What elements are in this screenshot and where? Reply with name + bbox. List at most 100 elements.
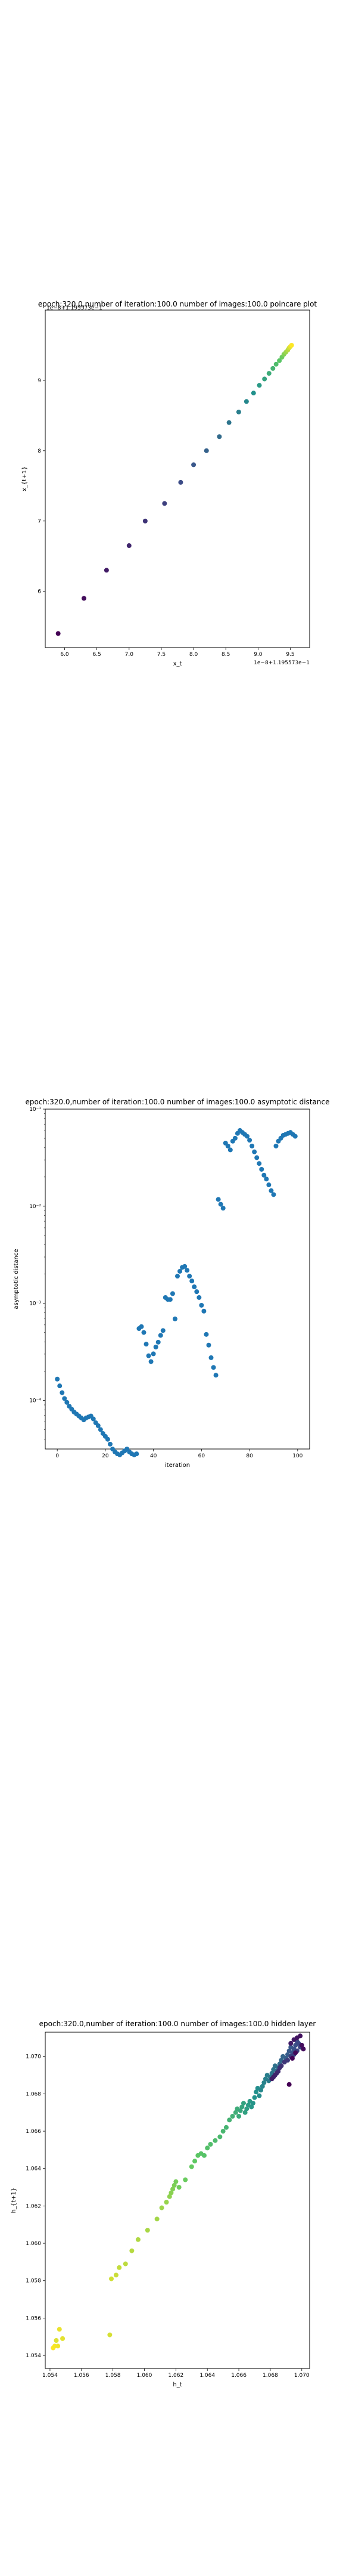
x-tick-label: 80 <box>246 1453 253 1459</box>
x-tick-label: 1.060 <box>137 2373 152 2379</box>
data-point <box>232 1135 238 1141</box>
data-point <box>277 2065 282 2070</box>
data-point <box>182 1264 188 1269</box>
data-point <box>148 1359 154 1364</box>
data-point <box>81 596 86 601</box>
data-point <box>178 479 183 485</box>
plot-frame <box>45 2032 310 2369</box>
data-point <box>250 2101 255 2106</box>
data-point <box>271 1192 276 1197</box>
x-tick-label: 1.068 <box>263 2373 278 2379</box>
data-point <box>260 2083 265 2089</box>
x-tick-label: 7.5 <box>157 652 166 658</box>
data-point <box>257 383 262 388</box>
data-point <box>227 2117 232 2123</box>
data-point <box>261 2080 267 2085</box>
x-tick-label: 1.062 <box>168 2373 183 2379</box>
data-point <box>55 1376 60 1382</box>
data-point <box>233 2110 238 2115</box>
data-point <box>216 1197 221 1202</box>
data-point <box>146 1353 151 1358</box>
data-point <box>251 391 256 396</box>
data-point <box>247 1138 252 1143</box>
data-point <box>95 1423 101 1428</box>
data-point <box>185 1268 190 1273</box>
x-tick-label: 8.0 <box>189 652 198 658</box>
data-point <box>282 2060 287 2065</box>
data-point <box>238 2108 243 2113</box>
data-point <box>170 1291 175 1296</box>
chart-title: epoch:320.0,number of iteration:100.0 nu… <box>38 300 317 308</box>
data-point <box>177 1268 183 1274</box>
y-tick-label: 10⁻² <box>29 1204 41 1210</box>
data-point <box>292 1134 298 1139</box>
data-point <box>301 2046 306 2052</box>
data-point <box>173 2179 179 2184</box>
data-point <box>270 366 276 371</box>
data-point <box>257 2093 262 2098</box>
data-point <box>105 1436 110 1442</box>
x-tick-label: 1.070 <box>294 2373 310 2379</box>
data-point <box>54 2338 59 2343</box>
data-point <box>244 2106 250 2111</box>
x-tick-label: 1.056 <box>74 2373 89 2379</box>
y-tick-label: 9 <box>38 378 41 384</box>
data-point <box>261 1172 267 1178</box>
data-point <box>218 1202 223 1207</box>
data-point <box>139 1324 144 1329</box>
plot-frame <box>45 309 310 648</box>
data-point <box>230 2114 235 2119</box>
data-point <box>220 1206 226 1211</box>
x-tick-label: 7.0 <box>125 652 134 658</box>
data-point <box>107 2332 113 2337</box>
data-point <box>204 1332 209 1337</box>
data-point <box>220 2129 226 2134</box>
y-tick-label: 1.064 <box>26 2166 41 2172</box>
data-point <box>277 358 282 363</box>
data-point <box>192 1284 197 1290</box>
data-point <box>109 2276 114 2281</box>
y-tick-label: 6 <box>38 589 41 595</box>
data-point <box>269 1188 274 1193</box>
data-point <box>62 1396 67 1401</box>
x-tick-label: 60 <box>198 1453 205 1459</box>
y-tick-label: 1.058 <box>26 2278 41 2284</box>
y-axis-label: x_{t+1} <box>21 466 28 491</box>
x-offset-text: 1e−8+1.195573e−1 <box>254 660 310 666</box>
data-point <box>201 1308 207 1314</box>
x-axis-label: iteration <box>165 1462 190 1469</box>
data-point <box>145 2228 150 2233</box>
data-point <box>293 2050 298 2055</box>
data-point <box>226 420 232 425</box>
data-point <box>254 1155 260 1160</box>
data-point <box>151 1351 156 1357</box>
data-point <box>189 1278 195 1284</box>
data-point <box>57 2327 62 2332</box>
data-point <box>204 448 209 453</box>
x-tick-label: 40 <box>150 1453 157 1459</box>
data-point <box>55 631 61 636</box>
data-point <box>91 1416 96 1422</box>
data-point <box>164 2200 169 2205</box>
data-point <box>141 1330 146 1335</box>
data-point <box>223 2125 229 2130</box>
data-point <box>241 2101 246 2106</box>
data-point <box>288 2041 294 2046</box>
data-point <box>155 1339 161 1345</box>
x-axis-label: x_t <box>173 661 182 667</box>
y-tick-label: 10⁻¹ <box>29 1107 41 1113</box>
poincare-plot-panel: epoch:320.0,number of iteration:100.0 nu… <box>0 0 343 859</box>
data-point <box>194 1289 199 1295</box>
data-point <box>187 1274 192 1279</box>
data-point <box>144 1342 149 1347</box>
data-point <box>299 2042 304 2048</box>
x-tick-label: 1.058 <box>105 2373 121 2379</box>
data-point <box>123 2261 128 2267</box>
data-point <box>55 2343 61 2349</box>
chart-title: epoch:320.0,number of iteration:100.0 nu… <box>26 1098 330 1106</box>
data-point <box>211 1365 216 1370</box>
data-point <box>172 1316 177 1321</box>
data-point <box>236 409 241 414</box>
data-point <box>60 2336 66 2341</box>
y-tick-label: 1.066 <box>26 2129 41 2135</box>
